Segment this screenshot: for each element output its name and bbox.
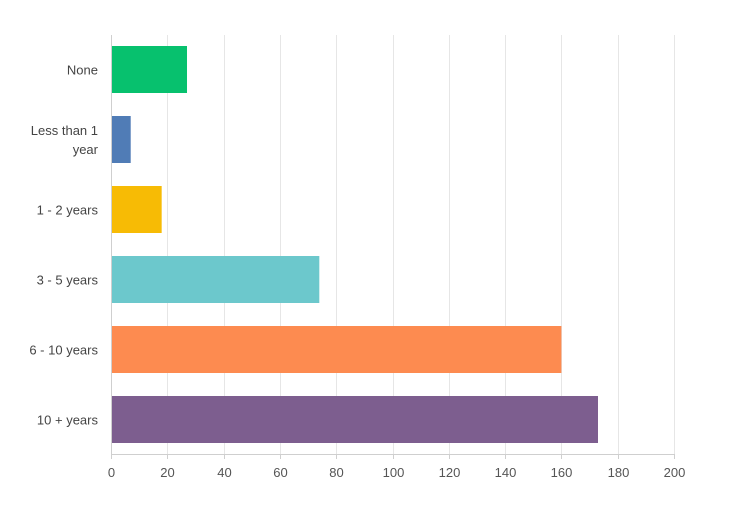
x-tick-label: 140 (495, 465, 517, 480)
x-tick-label: 60 (273, 465, 287, 480)
x-tick-label: 200 (664, 465, 686, 480)
bar (112, 396, 598, 443)
category-label: 3 - 5 years (37, 273, 99, 288)
bar (112, 116, 131, 163)
x-tick-label: 20 (160, 465, 174, 480)
x-tick-label: 40 (217, 465, 231, 480)
category-label: 10 + years (37, 413, 99, 428)
x-tick-label: 100 (383, 465, 405, 480)
category-label: Less than 1 (31, 123, 98, 138)
bars (112, 46, 598, 443)
category-labels: None Less than 1 year 1 - 2 years 3 - 5 year… (29, 63, 98, 428)
category-label: year (73, 142, 99, 157)
category-label: None (67, 63, 98, 78)
category-label: 1 - 2 years (37, 203, 99, 218)
bar (112, 256, 320, 303)
x-tick-label: 0 (108, 465, 115, 480)
x-axis: 0 20 40 60 80 100 120 140 160 180 200 (108, 35, 685, 480)
bar (112, 326, 562, 373)
x-tick-label: 180 (608, 465, 630, 480)
category-label: 6 - 10 years (29, 343, 98, 358)
x-tick-label: 80 (329, 465, 343, 480)
x-tick-label: 160 (551, 465, 573, 480)
bar (112, 46, 188, 93)
grid-lines (167, 35, 675, 454)
x-tick-label: 120 (439, 465, 461, 480)
bar (112, 186, 162, 233)
